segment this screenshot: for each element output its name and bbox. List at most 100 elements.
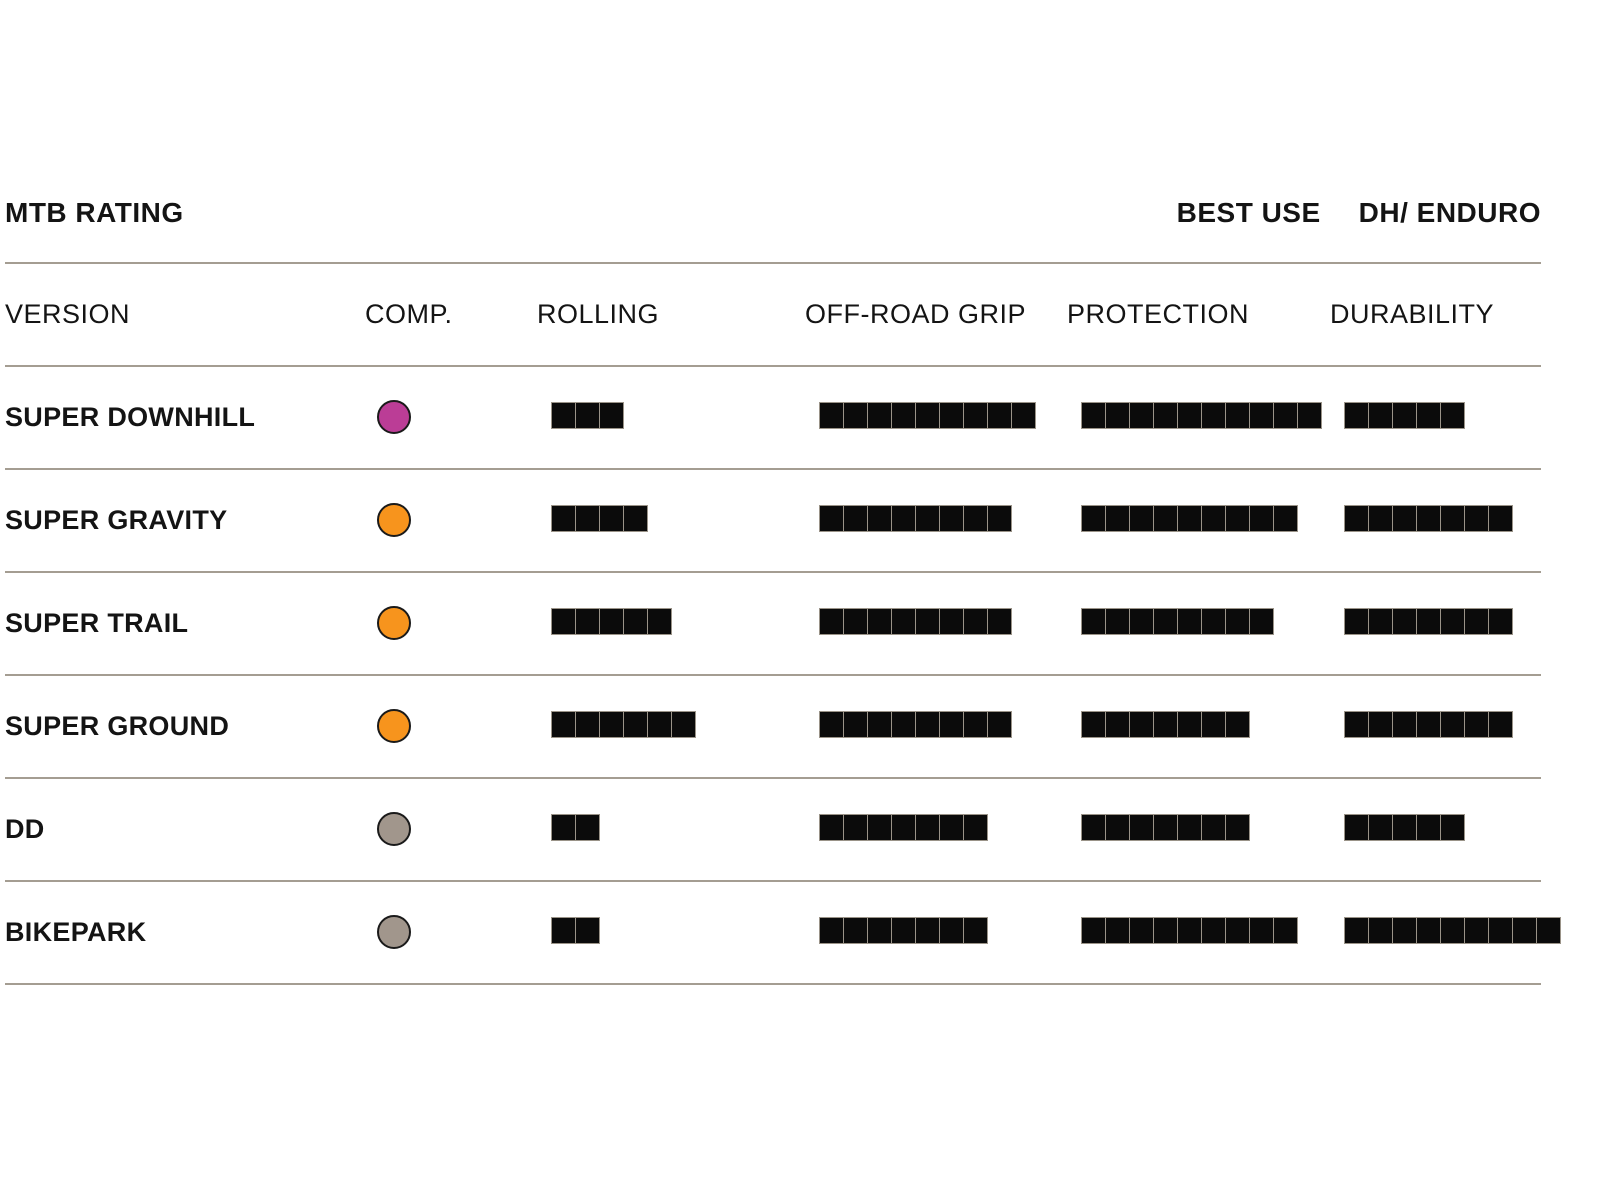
- rating-segment: [1465, 711, 1488, 737]
- rolling-cell: [537, 504, 805, 536]
- rating-segment: [576, 814, 599, 840]
- rating-segment: [1393, 917, 1416, 943]
- rating-bar-protection: [1081, 916, 1298, 944]
- rating-segment: [820, 711, 843, 737]
- rating-bar-protection: [1081, 710, 1250, 738]
- rating-bar-protection: [1081, 401, 1322, 429]
- rating-bar-rolling: [551, 401, 624, 429]
- rating-segment: [552, 711, 575, 737]
- rating-segment: [940, 814, 963, 840]
- table-row: SUPER TRAIL: [5, 573, 1541, 676]
- rating-segment: [1345, 814, 1368, 840]
- rating-segment: [552, 608, 575, 634]
- rating-segment: [844, 608, 867, 634]
- rating-bar-offroad-grip: [819, 607, 1012, 635]
- rating-segment: [1465, 608, 1488, 634]
- rating-segment: [940, 505, 963, 531]
- protection-cell: [1067, 401, 1330, 433]
- rating-segment: [1154, 402, 1177, 428]
- rating-segment: [868, 711, 891, 737]
- offroad-grip-cell: [805, 607, 1067, 639]
- protection-cell: [1067, 916, 1330, 948]
- rating-segment: [1202, 917, 1225, 943]
- best-use-label: BEST USE: [1176, 197, 1321, 228]
- version-label: SUPER GROUND: [5, 710, 230, 741]
- rating-segment: [1154, 608, 1177, 634]
- rating-segment: [940, 917, 963, 943]
- rating-segment: [964, 505, 987, 531]
- column-header-durability: DURABILITY: [1330, 298, 1495, 329]
- rating-segment: [892, 814, 915, 840]
- table-row: SUPER GRAVITY: [5, 470, 1541, 573]
- rating-segment: [1250, 917, 1273, 943]
- rating-segment: [1226, 814, 1249, 840]
- rating-segment: [1369, 814, 1392, 840]
- rating-segment: [624, 711, 647, 737]
- rating-segment: [844, 505, 867, 531]
- durability-cell: [1330, 813, 1541, 845]
- rating-segment: [916, 505, 939, 531]
- rating-segment: [1441, 814, 1464, 840]
- rating-segment: [1393, 711, 1416, 737]
- rating-segment: [1178, 917, 1201, 943]
- column-header-offroad-grip: OFF-ROAD GRIP: [805, 298, 1026, 329]
- rating-segment: [576, 608, 599, 634]
- rating-segment: [916, 711, 939, 737]
- page: MTB RATING BEST USE DH/ ENDURO VERSION C…: [5, 197, 1561, 985]
- rating-segment: [916, 814, 939, 840]
- rating-segment: [1106, 402, 1129, 428]
- rating-segment: [1250, 402, 1273, 428]
- rating-segment: [1537, 917, 1560, 943]
- rating-segment: [1130, 814, 1153, 840]
- rating-segment: [1106, 814, 1129, 840]
- rating-segment: [1417, 814, 1440, 840]
- rating-bar-rolling: [551, 813, 600, 841]
- column-header-compound: COMP.: [365, 298, 453, 329]
- rating-segment: [1082, 505, 1105, 531]
- rating-segment: [1154, 814, 1177, 840]
- rating-bar-durability: [1344, 916, 1561, 944]
- rating-segment: [1513, 917, 1536, 943]
- rating-segment: [1393, 505, 1416, 531]
- rating-bar-durability: [1344, 607, 1513, 635]
- compound-cell: [365, 503, 537, 538]
- rating-segment: [988, 402, 1011, 428]
- durability-cell: [1330, 401, 1541, 433]
- rating-segment: [1465, 505, 1488, 531]
- rating-segment: [1154, 917, 1177, 943]
- rating-segment: [916, 917, 939, 943]
- version-label: SUPER GRAVITY: [5, 504, 228, 535]
- rating-segment: [1489, 608, 1512, 634]
- rating-segment: [1130, 711, 1153, 737]
- rating-segment: [600, 608, 623, 634]
- protection-cell: [1067, 607, 1330, 639]
- rating-segment: [844, 711, 867, 737]
- rating-segment: [1178, 608, 1201, 634]
- table-row: SUPER GROUND: [5, 676, 1541, 779]
- compound-dot: [377, 400, 411, 435]
- offroad-grip-cell: [805, 813, 1067, 845]
- rating-segment: [624, 608, 647, 634]
- rating-bar-durability: [1344, 813, 1465, 841]
- rating-segment: [940, 711, 963, 737]
- rating-segment: [1441, 402, 1464, 428]
- compound-dot: [377, 606, 411, 641]
- rating-segment: [1274, 505, 1297, 531]
- rating-segment: [1393, 814, 1416, 840]
- rating-segment: [1369, 505, 1392, 531]
- rating-segment: [1345, 505, 1368, 531]
- rating-segment: [964, 402, 987, 428]
- rating-bar-protection: [1081, 813, 1250, 841]
- column-header-protection: PROTECTION: [1067, 298, 1250, 329]
- rating-bar-durability: [1344, 401, 1465, 429]
- rating-segment: [1345, 402, 1368, 428]
- rating-segment: [1106, 711, 1129, 737]
- rating-bar-durability: [1344, 504, 1513, 532]
- compound-dot: [377, 915, 411, 950]
- compound-cell: [365, 709, 537, 744]
- rating-segment: [1298, 402, 1321, 428]
- rating-segment: [820, 402, 843, 428]
- rating-bar-offroad-grip: [819, 916, 988, 944]
- rating-segment: [600, 505, 623, 531]
- durability-cell: [1330, 607, 1541, 639]
